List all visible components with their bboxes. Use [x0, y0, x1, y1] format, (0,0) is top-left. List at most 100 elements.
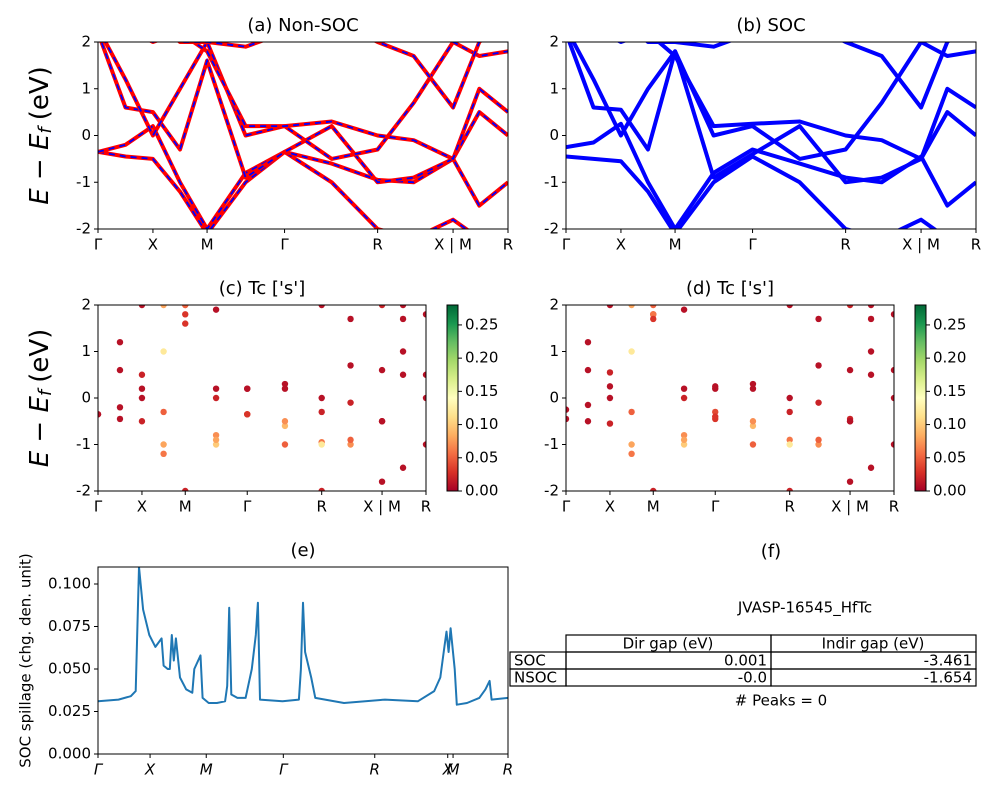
- x-tick-label: M: [200, 761, 213, 779]
- weight-dot: [318, 305, 325, 309]
- panel-title: (f): [761, 541, 781, 562]
- colorbar: [914, 304, 927, 492]
- x-tick-label: Γ: [94, 236, 103, 254]
- weight-dot: [680, 432, 688, 439]
- weight-dot: [182, 320, 189, 327]
- weight-dot: [584, 418, 592, 425]
- panel: (c) Tc ['s'] 0.00 0.05 0.10 0.15 0.20 0.25 -2 -1…: [25, 255, 499, 516]
- x-tick-label: R: [316, 498, 326, 516]
- weight-dot: [650, 315, 657, 323]
- weight-dot: [563, 293, 569, 299]
- x-tick-label: R: [370, 761, 380, 779]
- colorbar-tick-label: 0.00: [933, 482, 966, 500]
- weight-dot: [650, 305, 657, 309]
- weight-dot: [116, 404, 124, 411]
- y-tick-label: -1: [76, 173, 91, 191]
- axes-frame: [97, 566, 509, 755]
- weight-dot: [749, 385, 757, 392]
- y-tick-label: 0: [549, 389, 559, 407]
- gap-table: Dir gap (eV) Indir gap (eV) SOC 0.001 -3…: [509, 634, 977, 687]
- band-line: [616, 42, 976, 161]
- colorbar-tick-label: 0.15: [933, 382, 966, 400]
- weight-dot: [628, 441, 635, 448]
- y-tick-label: 0.075: [48, 617, 91, 635]
- y-tick-label: 1: [549, 342, 559, 360]
- x-tick-label: M: [647, 498, 660, 516]
- weight-dot: [815, 441, 822, 448]
- weight-dot: [563, 255, 569, 261]
- x-tick-label: X | M: [363, 498, 401, 516]
- x-tick-label: Γ: [279, 761, 289, 779]
- band-line: [644, 42, 951, 110]
- label-sub: f: [35, 387, 56, 396]
- y-tick-label: -2: [544, 482, 559, 500]
- weight-dot: [786, 436, 793, 444]
- weight-dot: [318, 487, 325, 491]
- weight-dot: [680, 385, 688, 392]
- label-unit: (eV): [25, 329, 55, 383]
- x-tick-label: X: [442, 761, 454, 779]
- weight-dot: [138, 305, 146, 309]
- band-line: [98, 567, 508, 706]
- weight-dot: [281, 385, 289, 392]
- label-main: E − E: [25, 133, 55, 205]
- weight-dot: [138, 371, 146, 378]
- y-tick-label: -1: [544, 435, 559, 453]
- weight-dot: [117, 265, 123, 271]
- weight-dot: [585, 288, 591, 294]
- panel: (b) SOC -2 -1 0 1 2 Γ X M Γ R X | M R: [544, 15, 981, 254]
- weight-dot: [890, 366, 894, 374]
- y-tick-label: 0: [549, 126, 559, 144]
- weight-dot: [318, 408, 325, 416]
- y-tick-label: 0.050: [48, 660, 91, 678]
- weight-dot: [606, 305, 614, 309]
- weight-dot: [606, 394, 614, 402]
- weight-dot: [244, 411, 251, 418]
- x-tick-label: R: [889, 498, 899, 516]
- weight-dot: [318, 394, 325, 402]
- panel: (a) Non-SOC -2 -1 0 1 2 Γ X M Γ R X | M R E − Ef (eV): [25, 15, 514, 254]
- weight-dot: [846, 478, 854, 485]
- y-tick-label: -2: [544, 220, 559, 238]
- weight-dot: [891, 279, 897, 285]
- weight-dot: [749, 441, 757, 448]
- y-tick-label: 2: [81, 33, 91, 51]
- weight-dot: [116, 366, 124, 374]
- weight-dot: [680, 436, 688, 444]
- peaks-note: # Peaks = 0: [735, 692, 827, 710]
- weight-dot: [712, 383, 719, 390]
- plot-area: [95, 255, 426, 491]
- weight-dot: [628, 348, 635, 355]
- y-axis-label: SOC spillage (chg. den. unit): [17, 553, 35, 768]
- weight-dot: [399, 315, 407, 323]
- colorbar-tick-label: 0.20: [465, 349, 498, 367]
- weight-dot: [712, 413, 719, 420]
- weight-dot: [378, 366, 386, 374]
- axes-frame: [565, 304, 895, 492]
- table-cell-text: 0.001: [724, 652, 767, 670]
- y-axis-label: E − Ef (eV): [25, 66, 57, 205]
- x-tick-label: Γ: [243, 498, 252, 516]
- weight-dot: [139, 279, 145, 285]
- x-tick-label: Γ: [94, 498, 103, 516]
- weight-dot: [95, 255, 101, 261]
- table-cell: [770, 668, 977, 687]
- y-tick-label: 1: [81, 79, 91, 97]
- weight-dot: [98, 411, 102, 418]
- weight-dot: [422, 441, 426, 448]
- weight-dot: [815, 497, 821, 503]
- weight-dot: [212, 432, 220, 439]
- weight-dot: [160, 441, 167, 448]
- plot-area: [98, 42, 508, 229]
- weight-dot: [318, 441, 325, 448]
- weight-dot: [160, 408, 167, 416]
- label-unit: (eV): [25, 66, 55, 120]
- weight-dot: [378, 305, 386, 309]
- x-tick-label: X: [148, 236, 158, 254]
- x-tick-label: X | M: [902, 236, 940, 254]
- weight-dot: [347, 362, 354, 369]
- x-tick-label: R: [503, 761, 513, 779]
- weight-dot: [212, 436, 220, 444]
- weight-dot: [566, 415, 570, 423]
